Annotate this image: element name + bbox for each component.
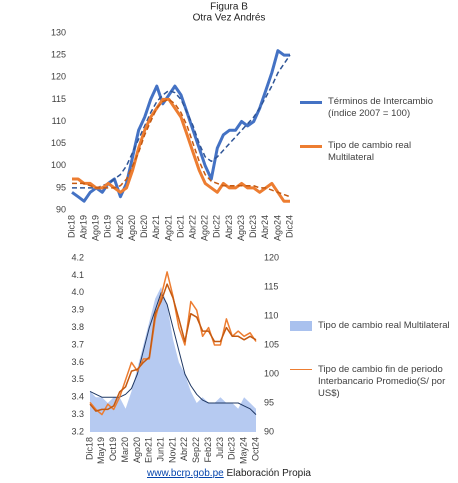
x-tick-label: Abr21	[151, 215, 161, 239]
x-tick-label: Abr22	[179, 437, 189, 461]
line	[72, 97, 290, 203]
y-tick-label: 4.1	[71, 270, 84, 280]
legend-swatch	[300, 145, 322, 148]
legend-swatch	[290, 369, 312, 370]
x-tick-label: Feb23	[203, 437, 213, 463]
x-tick-label: Ago23	[236, 215, 246, 241]
x-tick-label: Abr23	[224, 215, 234, 239]
y2-tick-label: 95	[264, 397, 274, 407]
chart-title: Figura B	[210, 2, 248, 13]
x-tick-label: Ago20	[127, 215, 137, 241]
x-tick-label: May24	[239, 437, 249, 464]
line	[72, 98, 291, 198]
line	[89, 283, 257, 412]
x-tick-label: Mar20	[120, 437, 130, 463]
legend-swatch	[300, 101, 322, 104]
x-tick-label: Jun21	[156, 437, 166, 462]
legend-item: Tipo de cambio fin de periodo Interbanca…	[290, 364, 450, 400]
x-tick-label: Dic23	[248, 215, 258, 238]
x-tick-label: Abr24	[260, 215, 270, 239]
y-tick-label: 3.9	[71, 305, 84, 315]
y-tick-label: 120	[51, 72, 66, 82]
y-tick-label: 3.3	[71, 409, 84, 419]
x-tick-label: Abr19	[78, 215, 88, 239]
y2-tick-label: 105	[264, 339, 279, 349]
source-link[interactable]: www.bcrp.gob.pe	[147, 468, 224, 479]
x-tick-label: Ene21	[144, 437, 154, 463]
x-tick-label: Sep22	[191, 437, 201, 463]
y-tick-label: 95	[56, 182, 66, 192]
x-tick-label: Ago21	[163, 215, 173, 241]
y-tick-label: 125	[51, 50, 66, 60]
y-tick-label: 3.8	[71, 322, 84, 332]
y2-tick-label: 110	[264, 310, 278, 320]
legend-swatch	[290, 321, 312, 331]
line	[72, 54, 291, 189]
x-tick-label: Ago20	[132, 437, 142, 463]
x-tick-label: May19	[96, 437, 106, 464]
area	[90, 287, 256, 432]
x-tick-label: Dic18	[84, 437, 94, 460]
legend-item: Tipo de cambio real Multilateral	[290, 320, 450, 332]
source-text: Elaboración Propia	[226, 468, 312, 479]
legend-label: Términos de Intercambio (índice 2007 = 1…	[328, 96, 434, 119]
legend-label: Tipo de cambio real Multilateral	[318, 320, 450, 331]
line	[71, 49, 290, 203]
legend-item: Tipo de cambio real Multilateral	[300, 140, 450, 164]
x-tick-label: Nov21	[167, 437, 177, 463]
y2-tick-label: 90	[264, 426, 274, 436]
x-tick-label: Dic23	[227, 437, 237, 460]
legend-item: Términos de Intercambio (índice 2007 = 1…	[300, 96, 450, 120]
y-tick-label: 4.0	[71, 287, 84, 297]
y-tick-label: 4.2	[71, 252, 84, 262]
x-tick-label: Ago19	[91, 215, 101, 241]
y-tick-label: 115	[52, 94, 66, 104]
x-tick-label: Jul23	[215, 437, 225, 459]
y2-tick-label: 100	[264, 368, 279, 378]
footer: www.bcrp.gob.pe Elaboración Propia	[0, 468, 458, 479]
x-tick-label: Dic19	[103, 215, 113, 238]
x-tick-label: Abr20	[115, 215, 125, 239]
x-tick-label: Dic18	[66, 215, 76, 238]
y-tick-label: 3.5	[71, 374, 84, 384]
x-tick-label: Oct19	[108, 437, 118, 461]
y2-tick-label: 120	[264, 252, 279, 262]
legend-label: Tipo de cambio real Multilateral	[328, 140, 412, 163]
legend-label: Tipo de cambio fin de periodo Interbanca…	[318, 364, 446, 399]
y-tick-label: 110	[52, 116, 66, 126]
y-tick-label: 3.7	[71, 339, 84, 349]
y-tick-label: 100	[51, 160, 66, 170]
y-tick-label: 90	[56, 204, 66, 214]
y-tick-label: 105	[51, 138, 66, 148]
y-tick-label: 3.2	[71, 426, 84, 436]
y-tick-label: 3.4	[71, 392, 84, 402]
y2-tick-label: 115	[264, 281, 278, 291]
x-tick-label: Ago24	[272, 215, 282, 241]
x-tick-label: Dic24	[284, 215, 294, 238]
x-tick-label: Oct24	[250, 437, 260, 461]
chart-subtitle: Otra Vez Andrés	[193, 13, 266, 24]
x-tick-label: Dic22	[212, 215, 222, 238]
x-tick-label: Dic20	[139, 215, 149, 238]
y-tick-label: 3.6	[71, 357, 84, 367]
x-tick-label: Abr22	[187, 215, 197, 239]
x-tick-label: Ago22	[200, 215, 210, 241]
y-tick-label: 130	[51, 27, 66, 37]
x-tick-label: Dic21	[175, 215, 185, 238]
